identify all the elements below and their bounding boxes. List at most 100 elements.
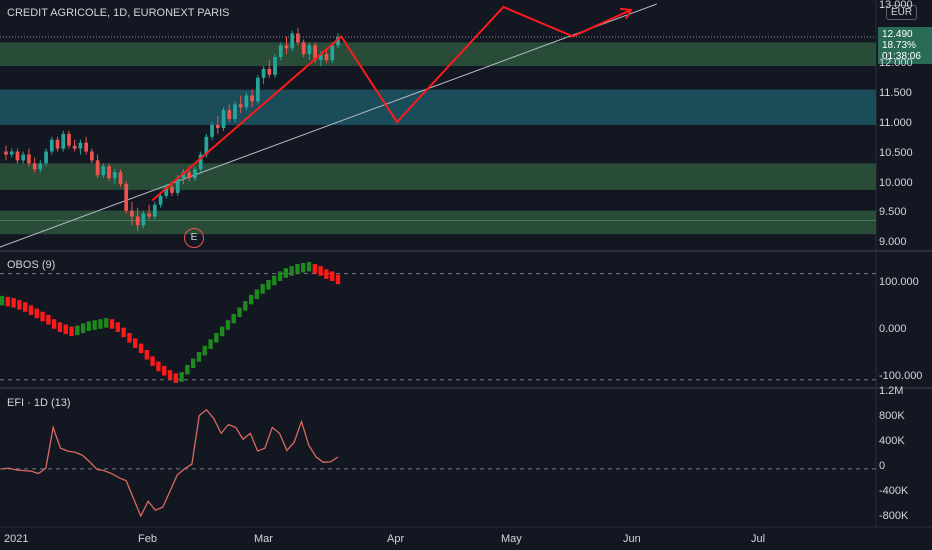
last-price: 12.490 [882,29,913,40]
candle-body [78,142,83,149]
candle-body [55,139,60,149]
candle-body [187,172,192,179]
candle-body [330,45,335,61]
projection-arrowhead [619,7,633,20]
obos-bar [127,333,132,343]
efi-tick: 0 [879,460,886,472]
candle-body [204,136,209,155]
candle-body [267,68,272,75]
earnings-event-marker[interactable]: E [184,228,204,248]
zone-support [0,210,876,235]
candle-body [147,213,151,217]
candle-body [118,172,123,185]
candle-body [141,213,146,226]
obos-bar [46,314,51,325]
candle-body [181,172,186,179]
candle-body [278,45,283,58]
candle-body [261,68,266,78]
obos-bar [156,361,161,372]
obos-bar [121,327,126,338]
obos-bar [324,269,329,279]
obos-bar [173,373,178,383]
currency-badge[interactable]: EUR [886,5,918,20]
obos-bar [295,264,300,274]
candle-body [193,169,197,179]
efi-tick: 1.2M [879,385,904,397]
candle-body [336,37,340,46]
time-axis-label: May [501,533,522,545]
obos-bar [219,326,225,337]
obos-bar [51,319,57,329]
candle-body [95,160,100,176]
candle-body [313,45,317,61]
candle-body [124,184,129,211]
obos-bar [115,322,121,332]
candle-body [72,145,77,149]
obos-bar [301,262,306,273]
obos-bar [57,322,63,332]
candle-body [101,166,106,176]
candle-body [273,57,277,75]
obos-bar [306,261,312,272]
efi-tick: -800K [879,510,909,522]
obos-bar [162,365,167,376]
obos-bar [318,266,323,276]
obos-bar [243,301,248,311]
obos-bar [266,279,271,290]
candle-body [210,125,214,137]
candle-body [67,133,71,146]
obos-bar [17,300,22,310]
obos-bar [283,268,289,278]
candle-body [112,172,117,179]
projection-path [151,5,632,202]
candle-body [164,186,169,196]
price-tick: 12.000 [879,57,913,69]
candle-body [44,151,48,164]
obos-bar [179,372,184,382]
obos-bar [237,307,242,318]
candle-body [175,178,180,193]
obos-bar [40,311,45,322]
candle-body [307,45,312,55]
time-axis-label: Apr [387,533,405,545]
candle-body [256,77,260,102]
obos-bar [167,370,173,380]
candle-body [38,163,43,170]
obos-bar [191,358,196,369]
obos-bar [98,319,103,329]
obos-bar [0,295,5,306]
candle-body [215,125,220,128]
zone-support [0,163,876,190]
efi-panel-title: EFI · 1D (13) [7,397,71,409]
obos-tick: 0.000 [879,323,907,335]
candle-body [84,142,88,152]
time-axis-label: 2021 [4,533,29,545]
price-tick: 9.500 [879,206,907,218]
obos-bar [185,364,190,375]
candle-body [32,163,37,170]
obos-bar [11,297,16,308]
obos-bar [63,324,68,335]
candle-body [27,154,31,164]
obos-bar [335,274,341,285]
price-tick: 11.000 [879,117,912,129]
candle-body [21,154,26,161]
obos-bar [138,343,144,354]
candle-body [233,104,237,120]
candle-body [170,186,174,193]
zone-support [0,42,876,66]
obos-bar [92,320,97,330]
candle-body [158,195,163,205]
candle-body [61,133,66,149]
obos-bar [80,323,86,333]
candle-body [244,95,249,108]
candle-body [324,54,329,61]
obos-bar [312,264,317,274]
obos-bar [214,333,219,343]
obos-bar [272,275,277,286]
obos-bar [144,349,149,360]
candle-body [49,139,54,152]
